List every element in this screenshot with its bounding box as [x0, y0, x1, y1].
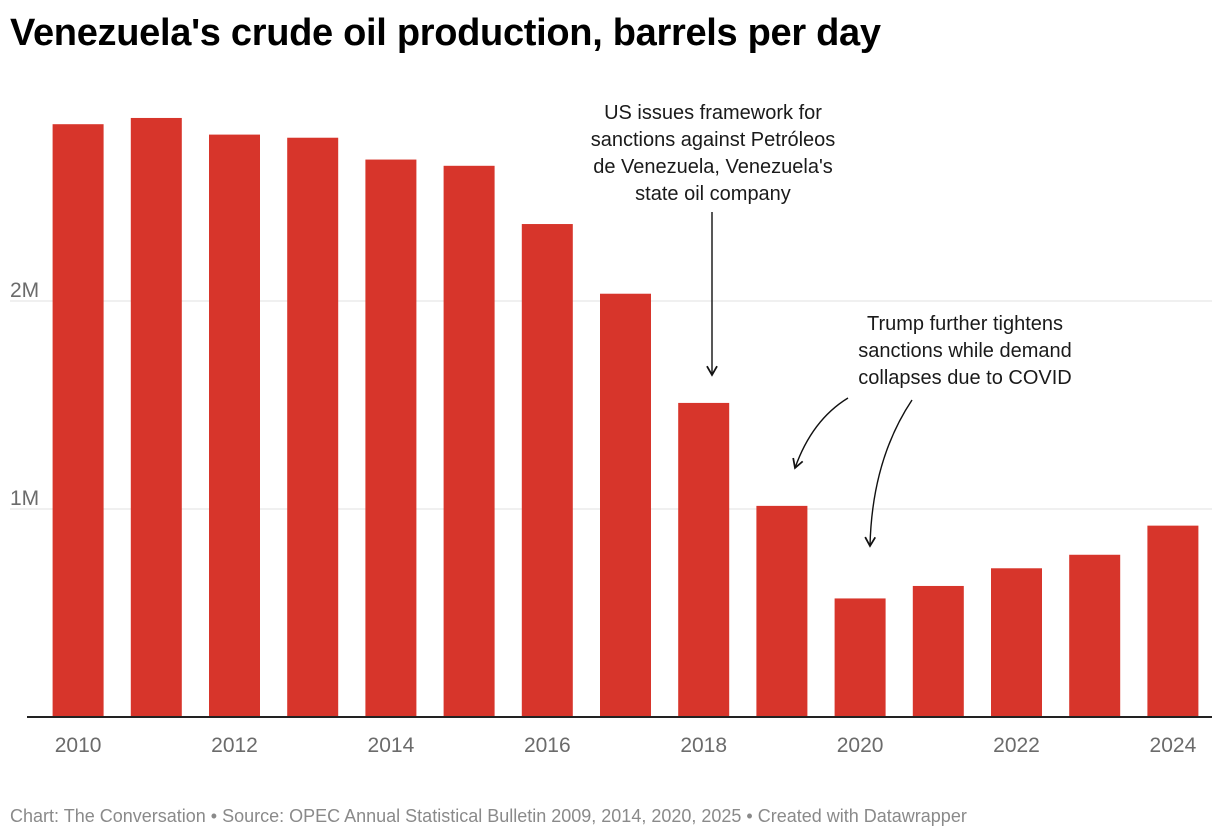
x-tick-label: 2016: [524, 734, 571, 757]
annotation-text: state oil company: [635, 183, 791, 205]
bar-2022[interactable]: [991, 568, 1042, 717]
bar-2015[interactable]: [443, 165, 495, 718]
bar-2011[interactable]: [130, 117, 182, 717]
annotation-text: collapses due to COVID: [858, 367, 1071, 389]
bar-2014[interactable]: [365, 159, 417, 717]
x-tick-label: 2024: [1150, 734, 1197, 757]
y-tick-label: 2M: [10, 279, 39, 302]
annotation-text: sanctions against Petróleos: [591, 129, 836, 151]
x-tick-label: 2010: [55, 734, 102, 757]
bar-2016[interactable]: [521, 224, 573, 718]
bar-2023[interactable]: [1069, 554, 1121, 717]
x-tick-label: 2018: [680, 734, 727, 757]
x-tick-label: 2020: [837, 734, 884, 757]
bar-2012[interactable]: [209, 134, 260, 718]
bar-2017[interactable]: [600, 293, 651, 717]
annotation-text: sanctions while demand: [858, 340, 1071, 362]
x-tick-label: 2022: [993, 734, 1040, 757]
x-tick-label: 2012: [211, 734, 258, 757]
annotation-text: de Venezuela, Venezuela's: [593, 156, 833, 178]
annotation-text: Trump further tightens: [867, 313, 1063, 335]
x-tick-label: 2014: [368, 734, 415, 757]
chart-title: Venezuela's crude oil production, barrel…: [10, 12, 881, 54]
bar-2018[interactable]: [678, 402, 730, 717]
bar-2024[interactable]: [1147, 525, 1199, 717]
annotation-arrow: [864, 399, 913, 548]
y-tick-label: 1M: [10, 487, 39, 510]
annotation-text: US issues framework for: [604, 102, 822, 124]
annotation-arrow: [792, 397, 849, 470]
chart-footer: Chart: The Conversation • Source: OPEC A…: [10, 806, 967, 826]
bar-2020[interactable]: [834, 598, 886, 717]
bar-2010[interactable]: [52, 124, 104, 717]
bar-2013[interactable]: [287, 137, 339, 718]
bar-2021[interactable]: [912, 585, 964, 717]
bar-2019[interactable]: [756, 505, 808, 717]
